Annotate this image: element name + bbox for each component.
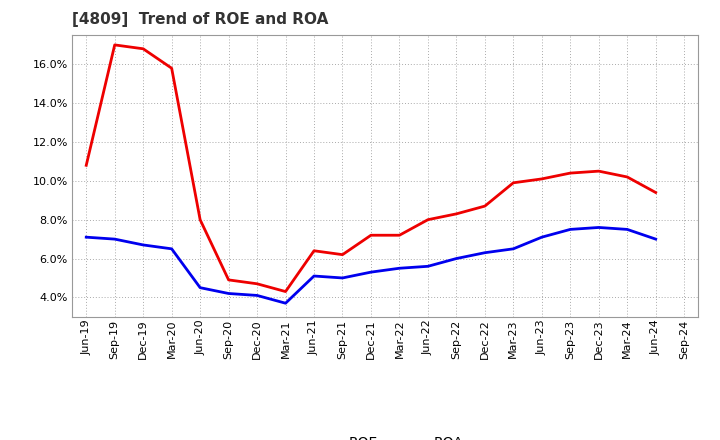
ROE [423, 217, 432, 222]
ROE [196, 217, 204, 222]
ROE [452, 211, 461, 216]
ROA [338, 275, 347, 281]
ROA [167, 246, 176, 252]
ROE [82, 163, 91, 168]
ROE [366, 233, 375, 238]
ROA [423, 264, 432, 269]
Text: [4809]  Trend of ROE and ROA: [4809] Trend of ROE and ROA [72, 12, 328, 27]
Line: ROE: ROE [86, 45, 656, 292]
Legend: ROE, ROA: ROE, ROA [302, 431, 469, 440]
ROE [595, 169, 603, 174]
ROE [509, 180, 518, 185]
ROE [566, 170, 575, 176]
ROA [452, 256, 461, 261]
ROE [167, 66, 176, 71]
ROE [225, 277, 233, 282]
ROA [139, 242, 148, 248]
ROE [110, 42, 119, 48]
ROA [110, 236, 119, 242]
ROE [395, 233, 404, 238]
ROA [623, 227, 631, 232]
ROE [537, 176, 546, 182]
ROA [395, 266, 404, 271]
ROE [282, 289, 290, 294]
Line: ROA: ROA [86, 227, 656, 303]
ROA [282, 301, 290, 306]
ROA [253, 293, 261, 298]
ROA [652, 236, 660, 242]
ROA [566, 227, 575, 232]
ROE [652, 190, 660, 195]
ROA [480, 250, 489, 255]
ROE [623, 174, 631, 180]
ROE [310, 248, 318, 253]
ROE [338, 252, 347, 257]
ROA [225, 291, 233, 296]
ROE [139, 46, 148, 51]
ROA [310, 273, 318, 279]
ROE [480, 203, 489, 209]
ROA [537, 235, 546, 240]
ROA [366, 269, 375, 275]
ROA [595, 225, 603, 230]
ROA [82, 235, 91, 240]
ROE [253, 281, 261, 286]
ROA [509, 246, 518, 252]
ROA [196, 285, 204, 290]
